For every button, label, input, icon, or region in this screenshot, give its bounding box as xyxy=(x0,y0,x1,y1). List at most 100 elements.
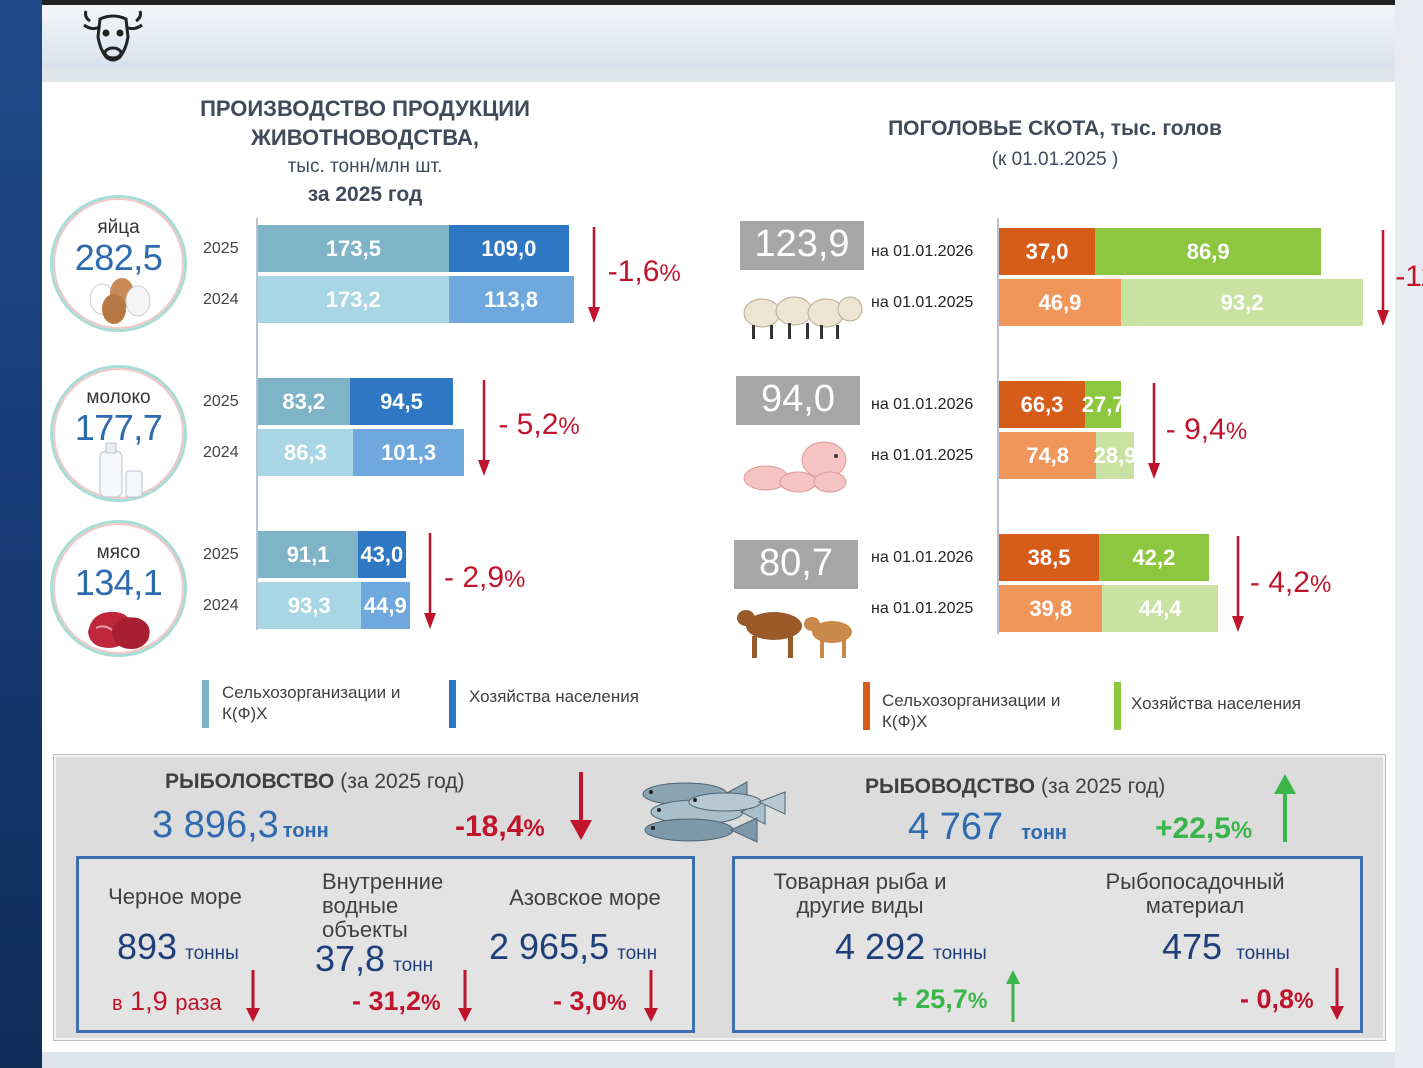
fishing-black-sea-unit: тонны xyxy=(185,943,239,964)
legend-org-swatch-livestock xyxy=(863,682,870,730)
livestock-change-0: -11,6% xyxy=(1395,260,1423,294)
fishing-azov-value: 2 965,5 xyxy=(489,926,610,967)
livestock-bar-org-2-0: 38,5 xyxy=(999,534,1100,581)
fishing-heading: РЫБОЛОВСТВО (за 2025 год) xyxy=(165,770,465,794)
fishing-inland-label: Внутренние водные объекты xyxy=(322,869,444,942)
year-label-0-0: 2025 xyxy=(203,240,239,257)
product-change-value: -1,6 xyxy=(607,255,660,288)
fishing-azov-change: - 3,0% xyxy=(553,986,627,1017)
production-title-line1: ПРОИЗВОДСТВО ПРОДУКЦИИ xyxy=(200,96,530,121)
fishing-black-sea-total: 893 тонны xyxy=(117,926,239,968)
fishfarm-change: +22,5% xyxy=(1155,812,1252,846)
livestock-axis xyxy=(997,218,999,634)
fishfarm-commercial-change-value: + 25,7 xyxy=(892,984,968,1014)
bar-org-2-1: 93,3 xyxy=(258,582,361,629)
fishfarm-stock-pct: % xyxy=(1294,988,1314,1013)
product-total-2: 134,1 xyxy=(74,562,163,603)
year-label-2-1: 2024 xyxy=(203,597,239,614)
product-down-arrow-0 xyxy=(587,227,600,323)
livestock-bar-org-1-1: 74,8 xyxy=(999,432,1097,479)
bar-org-1-0: 83,2 xyxy=(258,378,350,425)
livestock-date-label-1-0: на 01.01.2026 xyxy=(871,396,974,413)
fishfarm-stock-value: 475 xyxy=(1162,926,1223,967)
bar-house-0-0: 109,0 xyxy=(448,225,569,272)
livestock-date: (к 01.01.2025 ) xyxy=(991,149,1119,170)
legend-house-swatch-livestock xyxy=(1114,682,1121,730)
fishing-change: -18,4% xyxy=(455,810,545,844)
bar-house-1-1: 101,3 xyxy=(352,429,465,476)
bar-org-1-1: 86,3 xyxy=(258,429,353,476)
livestock-change-pct: % xyxy=(1309,571,1332,598)
product-down-arrow-1 xyxy=(478,380,491,476)
fishing-azov-unit: тонн xyxy=(617,943,658,964)
fishfarm-stock-change-value: - 0,8 xyxy=(1240,984,1295,1014)
bar-org-0-1: 173,2 xyxy=(258,276,449,323)
bar-house-0-1: 113,8 xyxy=(448,276,574,323)
fishing-breakdown-box xyxy=(76,856,695,1033)
year-label-0-1: 2024 xyxy=(203,291,239,308)
black-sea-down-arrow xyxy=(246,970,260,1022)
livestock-change-1: - 9,4% xyxy=(1166,413,1247,447)
product-down-arrow-2 xyxy=(424,533,437,629)
pigs-icon xyxy=(743,441,847,493)
fishfarm-stock-unit: тонны xyxy=(1236,943,1290,964)
livestock-change-pct: % xyxy=(1225,418,1248,445)
fishfarm-breakdown-box xyxy=(732,856,1363,1033)
fishfarm-title: РЫБОВОДСТВО xyxy=(865,775,1036,798)
production-title-line2: ЖИВОТНОВОДСТВА, xyxy=(251,125,479,150)
fishing-inland-change-value: - 31,2 xyxy=(352,986,422,1016)
product-change-0: -1,6% xyxy=(608,255,681,289)
bar-org-0-0: 173,5 xyxy=(258,225,449,272)
fishing-change-pct: % xyxy=(523,815,545,842)
year-label-2-0: 2025 xyxy=(203,546,239,563)
fishfarm-total: 4 767 тонн xyxy=(908,806,1067,849)
fishing-azov-label: Азовское море xyxy=(509,885,661,910)
livestock-date-label-2-0: на 01.01.2026 xyxy=(871,549,974,566)
livestock-down-arrow-2 xyxy=(1231,536,1244,632)
fishing-azov-total: 2 965,5 тонн xyxy=(489,926,657,968)
legend-house-label-livestock: Хозяйства населения xyxy=(1131,694,1301,713)
product-total-0: 282,5 xyxy=(74,237,163,278)
milk-icon xyxy=(99,442,143,498)
fishing-inland-change: - 31,2% xyxy=(352,986,441,1017)
fishing-azov-pct: % xyxy=(607,990,627,1015)
fishfarm-commercial-change: + 25,7% xyxy=(892,984,987,1015)
fishing-unit: тонн xyxy=(282,820,329,842)
fishfarm-commercial-total: 4 292 тонны xyxy=(835,926,987,968)
livestock-date-label-1-1: на 01.01.2025 xyxy=(871,447,974,464)
fishfarm-value: 4 767 xyxy=(908,806,1004,848)
fishfarm-commercial-pct: % xyxy=(967,988,988,1013)
livestock-bar-org-0-0: 37,0 xyxy=(999,228,1096,275)
livestock-bar-org-1-0: 66,3 xyxy=(999,381,1086,428)
fishfarm-commercial-label: Товарная рыба и другие виды xyxy=(773,869,947,918)
fish-icon xyxy=(642,781,786,843)
livestock-change-value: - 4,2 xyxy=(1249,566,1310,599)
livestock-bar-house-0-1: 93,2 xyxy=(1120,279,1364,326)
fishfarm-stock-label: Рыбопосадочный материал xyxy=(1105,869,1285,918)
livestock-change-2: - 4,2% xyxy=(1250,566,1331,600)
product-change-pct: % xyxy=(558,413,580,440)
fishing-down-arrow xyxy=(570,772,592,840)
left-decor-strip xyxy=(0,0,42,1068)
fishfarm-stock-total: 475 тонны xyxy=(1162,926,1290,968)
fishfarm-period: (за 2025 год) xyxy=(1040,775,1166,798)
commercial-up-arrow xyxy=(1006,970,1020,1022)
production-axis xyxy=(256,218,258,630)
fishing-value: 3 896,3 xyxy=(152,804,279,846)
eggs-icon xyxy=(89,278,151,324)
fishing-black-sea-change-value: 1,9 xyxy=(130,986,168,1016)
livestock-bar-house-2-1: 44,4 xyxy=(1102,585,1218,632)
fishing-black-sea-pre: в xyxy=(112,993,123,1015)
product-change-pct: % xyxy=(504,566,526,593)
livestock-down-arrow-0 xyxy=(1377,230,1390,326)
product-change-pct: % xyxy=(659,260,681,287)
azov-down-arrow xyxy=(644,970,658,1022)
product-change-2: - 2,9% xyxy=(444,561,525,595)
bar-org-2-0: 91,1 xyxy=(258,531,359,578)
livestock-bar-org-2-1: 39,8 xyxy=(999,585,1103,632)
fishing-change-value: -18,4 xyxy=(455,810,524,843)
product-change-value: - 5,2 xyxy=(498,408,559,441)
right-decor-strip xyxy=(1395,0,1423,1068)
fishing-black-sea-change: в 1,9 раза xyxy=(112,986,222,1017)
fishing-title: РЫБОЛОВСТВО xyxy=(165,770,335,793)
